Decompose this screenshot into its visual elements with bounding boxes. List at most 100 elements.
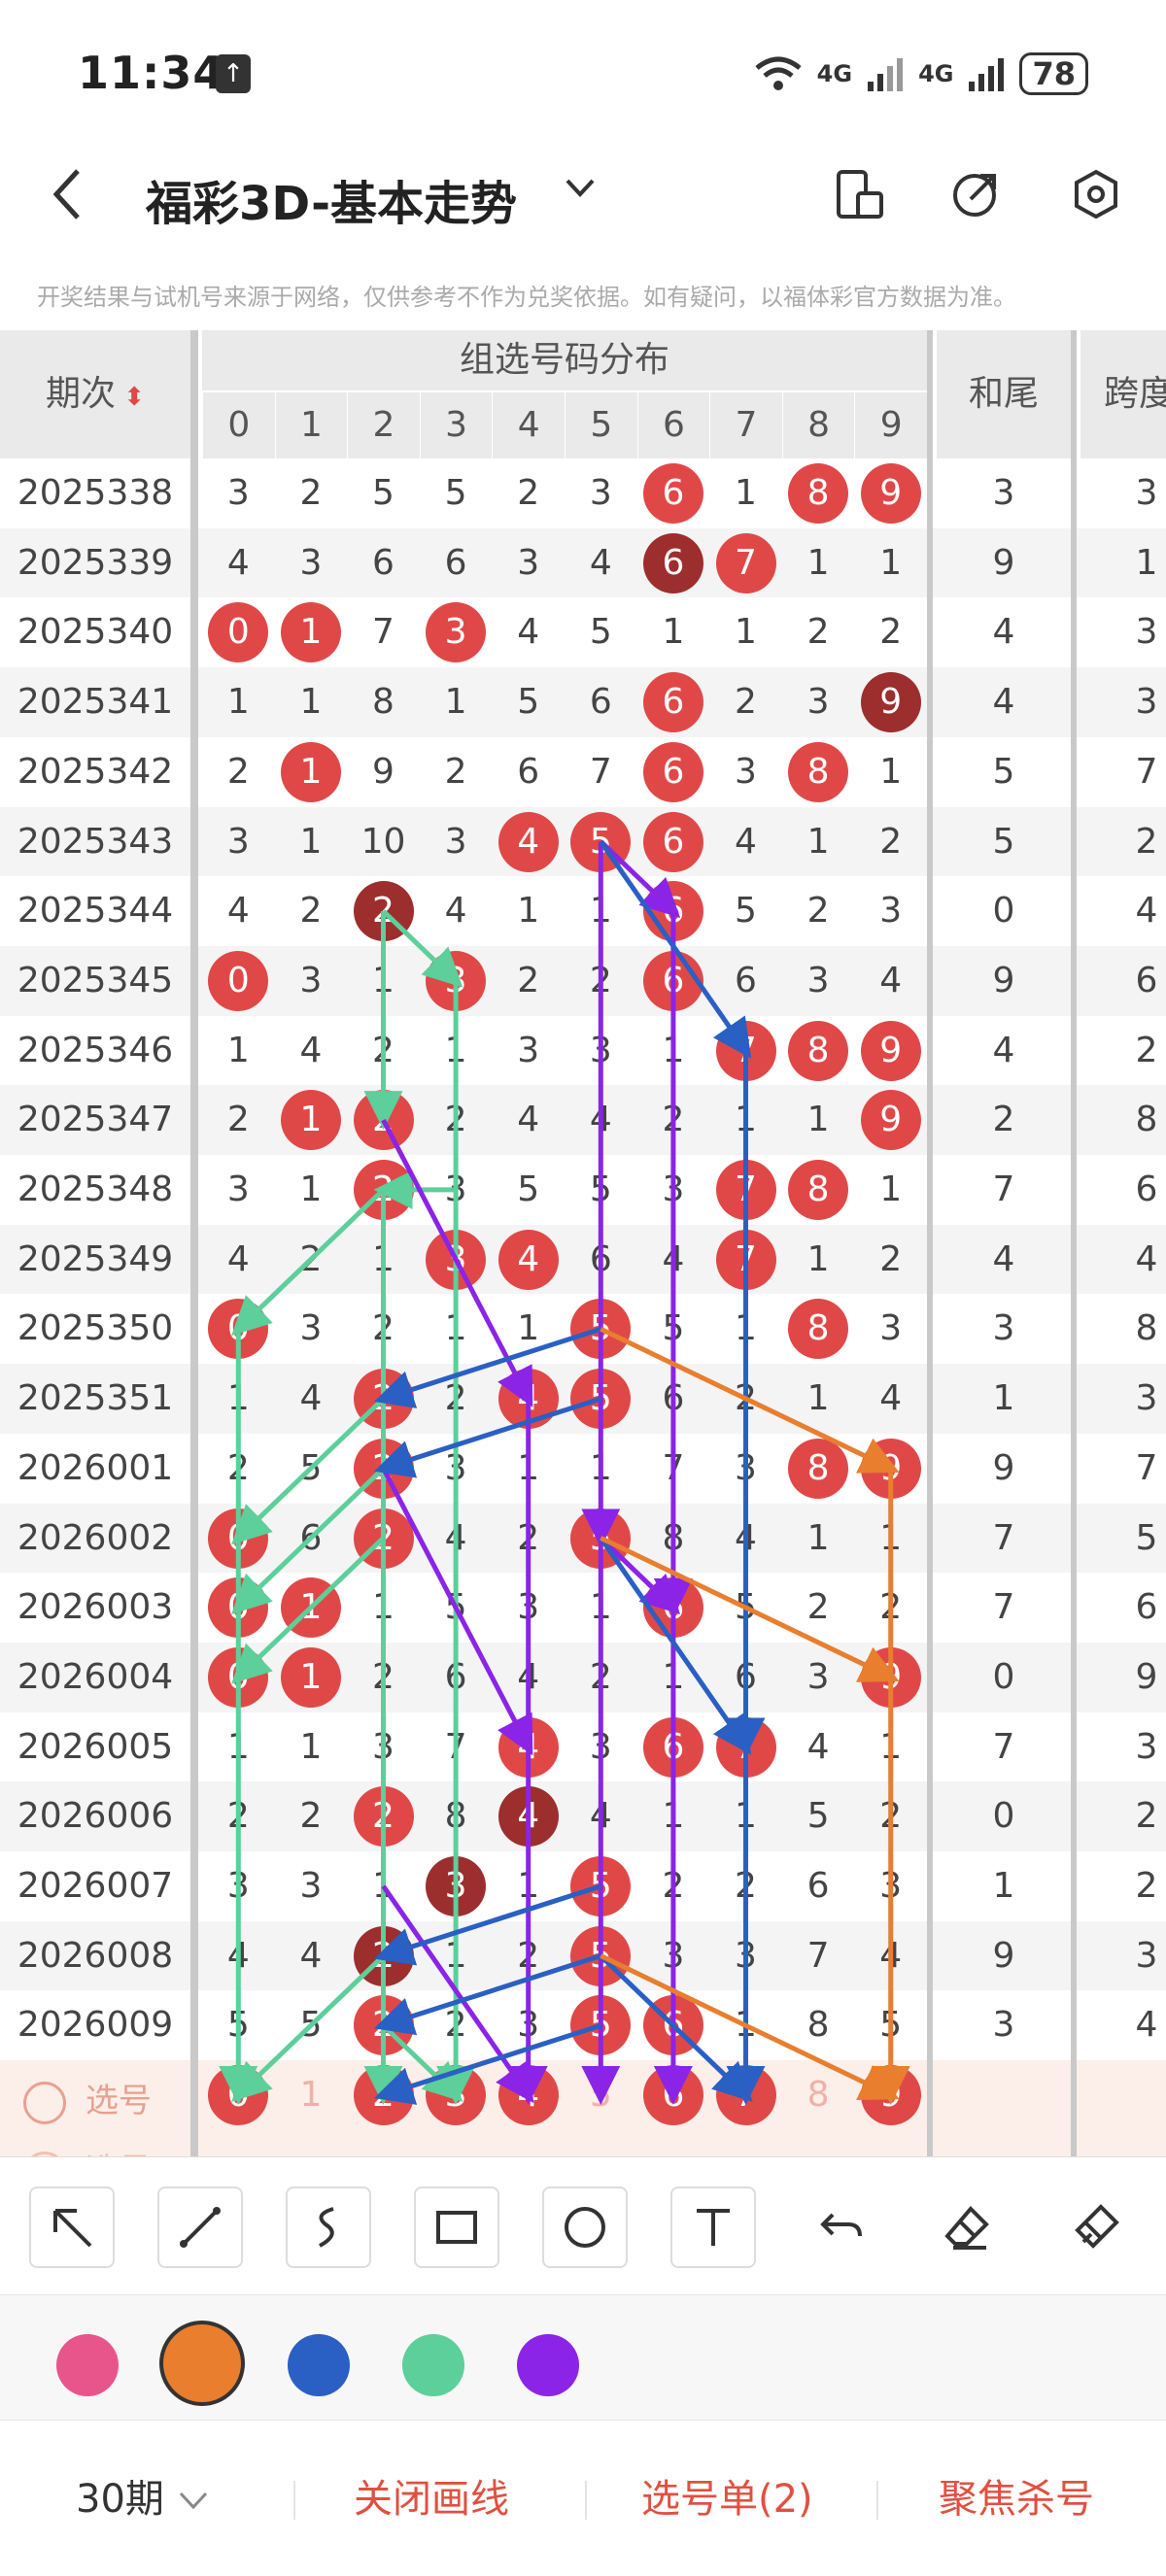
winning-number-ball: 6 — [642, 811, 703, 872]
color-swatch-orange[interactable] — [159, 2321, 245, 2406]
hewei-cell: 9 — [992, 1447, 1015, 1488]
omission-cell: 3 — [444, 1447, 467, 1488]
title-dropdown-button[interactable] — [564, 171, 597, 213]
eraser-button[interactable] — [925, 2186, 1011, 2268]
close-lines-button[interactable]: 关闭画线 — [354, 2477, 509, 2522]
period-cell: 2025349 — [17, 1238, 174, 1279]
table-row: 2025342 2 1 9 2 6 7 6 3 8 1 5 7 — [0, 736, 1166, 807]
kuadu-cell: 4 — [1135, 891, 1158, 932]
winning-number-ball: 4 — [497, 1716, 559, 1778]
period-cell: 2025347 — [17, 1100, 174, 1140]
omission-cell: 2 — [299, 473, 323, 513]
omission-cell: 3 — [226, 1169, 250, 1209]
pick-number-4[interactable]: 4 — [497, 2065, 559, 2126]
omission-cell: 6 — [589, 1238, 612, 1279]
omission-cell: 8 — [662, 1517, 685, 1558]
hewei-cell: 0 — [992, 891, 1015, 932]
kuadu-cell: 8 — [1135, 1100, 1158, 1140]
color-swatch-blue[interactable] — [288, 2334, 350, 2396]
settings-icon — [1075, 169, 1117, 220]
omission-cell: 3 — [806, 960, 830, 1000]
period-cell: 2025343 — [17, 821, 174, 862]
pick-number-3[interactable]: 3 — [426, 2065, 487, 2126]
share-button[interactable] — [946, 165, 1005, 223]
winning-number-ball: 8 — [788, 1020, 849, 1081]
back-button[interactable] — [49, 165, 87, 238]
hewei-cell: 9 — [992, 960, 1015, 1000]
omission-cell: 3 — [735, 751, 757, 792]
omission-cell: 2 — [735, 682, 757, 723]
pick-number-6[interactable]: 6 — [642, 2065, 703, 2126]
rotate-screen-button[interactable] — [830, 165, 888, 223]
omission-cell: 2 — [226, 1796, 250, 1837]
omission-cell: 9 — [372, 751, 394, 792]
pick-label-text: 选号 — [86, 2082, 152, 2121]
signal-icon — [868, 58, 904, 91]
pick-row-label[interactable]: 选号 — [23, 2074, 152, 2124]
kuadu-cell: 4 — [1135, 1238, 1158, 1279]
omission-cell: 3 — [372, 1726, 394, 1767]
omission-cell: 4 — [299, 1030, 323, 1070]
text-tool-button[interactable] — [670, 2186, 756, 2268]
pick-number-7[interactable]: 7 — [715, 2065, 776, 2126]
clear-all-button[interactable] — [1053, 2186, 1139, 2268]
omission-cell: 4 — [226, 891, 250, 932]
period-header[interactable]: 期次 ⬍ — [0, 330, 190, 458]
settings-button[interactable] — [1067, 165, 1125, 223]
circle-tool-button[interactable] — [542, 2186, 628, 2268]
omission-cell: 4 — [735, 821, 757, 862]
pick-row-label-2[interactable]: 选号 — [23, 2144, 152, 2156]
color-swatch-green[interactable] — [402, 2334, 464, 2396]
pick-number-5[interactable]: 5 — [589, 2075, 612, 2116]
pick-number-9[interactable]: 9 — [860, 2065, 921, 2126]
winning-number-ball: 3 — [426, 1856, 487, 1916]
color-swatch-pink[interactable] — [56, 2334, 119, 2396]
omission-cell: 3 — [589, 1726, 612, 1767]
period-cell: 2025341 — [17, 682, 174, 723]
winning-number-ball: 1 — [280, 1646, 341, 1708]
omission-cell: 1 — [517, 1866, 540, 1906]
line-tool-button[interactable] — [157, 2186, 243, 2268]
undo-button[interactable] — [799, 2186, 884, 2268]
winning-number-ball: 9 — [860, 463, 921, 524]
omission-cell: 2 — [372, 1030, 394, 1070]
hewei-cell: 4 — [992, 1030, 1015, 1070]
pick-list-button[interactable]: 选号单(2) — [641, 2477, 813, 2522]
color-swatch-purple[interactable] — [517, 2334, 579, 2396]
winning-number-ball: 6 — [642, 1716, 703, 1778]
omission-cell: 3 — [517, 1587, 540, 1628]
kuadu-cell: 5 — [1135, 1517, 1158, 1558]
omission-cell: 1 — [735, 473, 757, 513]
period-count-selector[interactable]: 30期 — [76, 2467, 210, 2524]
pick-number-1[interactable]: 1 — [299, 2075, 323, 2116]
omission-cell: 4 — [444, 891, 467, 932]
divider — [876, 2481, 878, 2520]
curve-icon — [319, 2207, 334, 2248]
omission-cell: 2 — [517, 1935, 540, 1976]
omission-cell: 2 — [879, 612, 903, 653]
winning-number-ball: 2 — [353, 881, 414, 942]
pick-number-2[interactable]: 2 — [353, 2065, 414, 2126]
rectangle-tool-button[interactable] — [414, 2186, 499, 2268]
focus-kill-button[interactable]: 聚焦杀号 — [939, 2477, 1094, 2522]
omission-cell: 2 — [806, 1587, 830, 1628]
period-cell: 2026003 — [17, 1587, 174, 1628]
winning-number-ball: 1 — [280, 741, 341, 802]
pick-number-0[interactable]: 0 — [208, 2065, 269, 2126]
arrow-tool-button[interactable] — [29, 2186, 115, 2268]
kuadu-cell: 3 — [1135, 612, 1158, 653]
page-title[interactable]: 福彩3D-基本走势 — [146, 177, 518, 231]
digit-header-3: 3 — [419, 392, 493, 458]
omission-cell: 1 — [879, 542, 903, 583]
winning-number-ball: 2 — [353, 1925, 414, 1986]
kuadu-cell: 6 — [1135, 1169, 1158, 1209]
line-icon — [180, 2207, 221, 2248]
table-row: 2025343 3 1 10 3 4 5 6 4 1 2 5 2 — [0, 806, 1166, 877]
chevron-left-icon — [52, 169, 80, 220]
pick-number-8[interactable]: 8 — [806, 2075, 830, 2116]
hewei-cell: 5 — [992, 751, 1015, 792]
curve-tool-button[interactable] — [286, 2186, 371, 2268]
omission-cell: 2 — [879, 1587, 903, 1628]
omission-cell: 7 — [662, 1447, 685, 1488]
